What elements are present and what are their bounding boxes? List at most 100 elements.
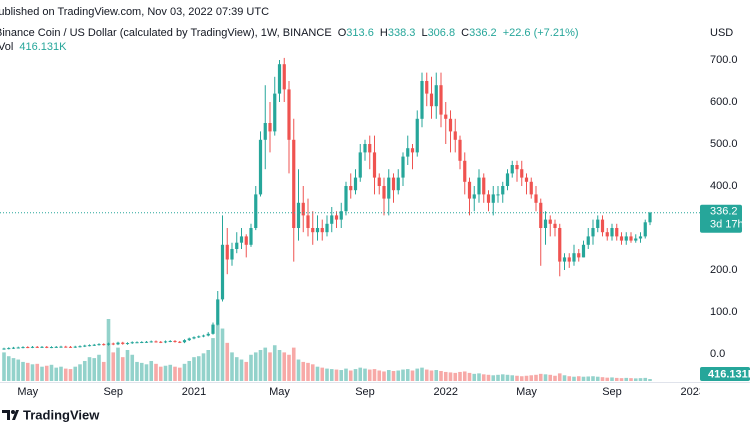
price-scale: 0.0 100.0 200.0 400.0 500.0 600.0 700.0 xyxy=(710,54,738,360)
candle-body xyxy=(144,341,149,343)
volume-bar xyxy=(49,364,54,381)
candle-body xyxy=(339,211,343,220)
volume-bar xyxy=(59,366,63,381)
candle-body xyxy=(211,324,215,334)
candle-body xyxy=(49,347,54,349)
x-tick-label: Sep xyxy=(103,386,123,398)
volume-bar xyxy=(434,370,439,381)
candle-body xyxy=(287,89,291,140)
volume-bar xyxy=(73,366,78,381)
candle-body xyxy=(282,64,286,90)
volume-bar xyxy=(505,374,510,381)
volume-bar xyxy=(272,345,277,381)
volume-bar xyxy=(149,360,154,381)
candle-body xyxy=(263,123,267,140)
volume-bar xyxy=(187,360,192,381)
volume-bar xyxy=(638,378,643,381)
candle-body xyxy=(605,232,609,237)
candle-body xyxy=(491,194,495,203)
volume-bar xyxy=(239,359,244,381)
volume-bar xyxy=(538,373,543,381)
candle-body xyxy=(220,244,225,300)
candle-body xyxy=(154,341,158,343)
volume-bar xyxy=(491,375,496,381)
volume-bar xyxy=(234,357,239,381)
volume-bar xyxy=(44,365,49,381)
plot xyxy=(0,57,700,381)
candle-body xyxy=(372,152,377,178)
candle-body xyxy=(529,181,533,195)
volume-bar xyxy=(135,361,139,381)
volume-bar xyxy=(391,370,396,381)
candle-body xyxy=(296,202,301,228)
volume-bar xyxy=(268,352,272,381)
y-tick-label: 500.0 xyxy=(710,138,738,150)
volume-box xyxy=(700,367,750,381)
candle-body xyxy=(349,185,353,191)
candle-body xyxy=(11,347,16,349)
volume-bar xyxy=(196,356,201,381)
candle-body xyxy=(643,222,647,237)
candle-body xyxy=(320,227,324,233)
volume-bar xyxy=(206,350,211,381)
volume-bar xyxy=(348,370,353,381)
volume-bar xyxy=(16,359,21,381)
candle-body xyxy=(35,346,39,348)
candle-body xyxy=(277,64,282,94)
candle-body xyxy=(273,93,277,132)
volume-bar xyxy=(125,350,130,381)
volume-bar xyxy=(524,375,529,381)
candle-body xyxy=(534,194,538,203)
volume-bar xyxy=(2,352,6,381)
candle-body xyxy=(292,139,296,228)
volume-bar xyxy=(443,371,448,381)
candle-body xyxy=(420,81,424,119)
volume-bar xyxy=(477,373,481,381)
candle-body xyxy=(624,236,628,241)
volume-bar xyxy=(154,363,158,381)
volume-bar xyxy=(629,378,633,381)
candle-body xyxy=(501,185,505,195)
candle-body xyxy=(572,253,576,262)
volume-bar xyxy=(353,369,358,381)
volume-bar xyxy=(211,338,215,381)
candle-body xyxy=(2,348,6,350)
candle-body xyxy=(463,160,467,182)
candle-body xyxy=(591,227,595,237)
volume-bar xyxy=(116,347,120,381)
ohlc-letter: C xyxy=(461,27,470,39)
candle-body xyxy=(334,215,339,220)
volume-bar xyxy=(35,363,40,381)
volume-bar xyxy=(144,364,149,381)
candle-body xyxy=(638,236,643,239)
volume-bar xyxy=(610,377,614,381)
y-tick-label: 100.0 xyxy=(710,306,738,318)
volume-bar xyxy=(291,347,296,381)
candle-body xyxy=(73,346,77,348)
candle-body xyxy=(235,242,239,249)
candle-body xyxy=(486,194,491,203)
candle-body xyxy=(21,347,25,349)
candle-body xyxy=(197,336,201,338)
candle-body xyxy=(539,202,543,228)
candle-body xyxy=(520,169,524,178)
candle-body xyxy=(311,227,315,233)
volume-bar xyxy=(472,373,477,381)
candle-body xyxy=(515,165,519,170)
last-price-box xyxy=(700,204,742,233)
volume-bar xyxy=(481,374,486,381)
candle-body xyxy=(106,343,111,345)
candle-body xyxy=(178,341,182,343)
volume-bar xyxy=(63,368,68,381)
volume-bar xyxy=(6,356,11,381)
volume-bar xyxy=(462,371,467,381)
volume-bar xyxy=(534,374,538,381)
candle-body xyxy=(40,346,44,348)
volume-bar xyxy=(253,352,258,381)
volume-bar xyxy=(258,350,263,381)
volume-bar xyxy=(97,354,101,381)
candle-body xyxy=(558,227,562,262)
candle-body xyxy=(577,253,581,258)
candle-body xyxy=(92,344,96,346)
volume-bar xyxy=(424,369,429,381)
